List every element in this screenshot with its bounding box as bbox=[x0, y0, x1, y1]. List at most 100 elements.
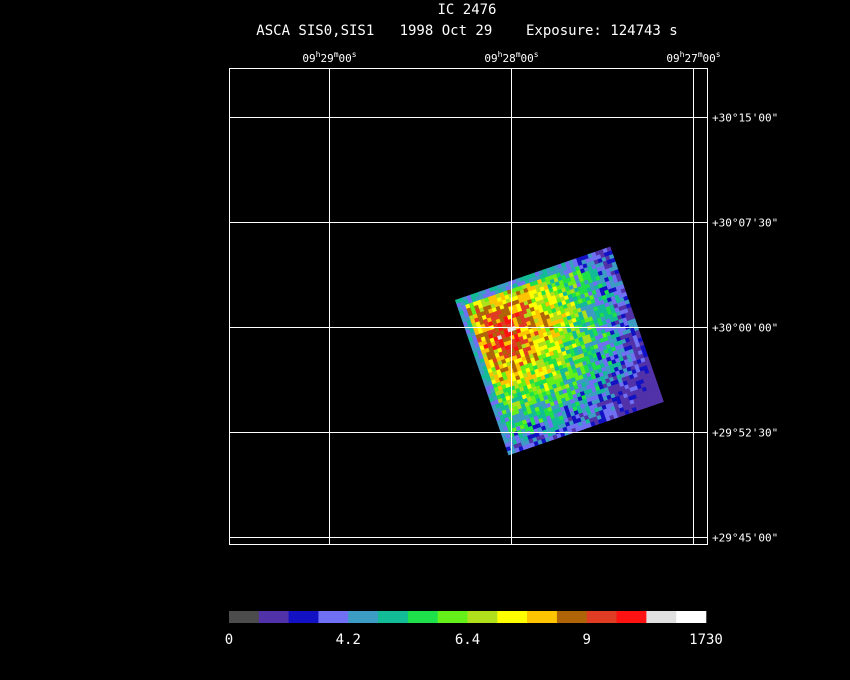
image-pixel bbox=[563, 392, 569, 398]
image-pixel bbox=[545, 364, 551, 371]
image-pixel bbox=[558, 389, 564, 396]
image-pixel bbox=[615, 298, 622, 304]
image-pixel bbox=[526, 320, 532, 327]
image-pixel bbox=[523, 363, 530, 370]
image-pixel bbox=[650, 387, 657, 394]
colorbar-swatch bbox=[288, 611, 319, 623]
image-pixel bbox=[603, 336, 609, 342]
image-pixel bbox=[553, 290, 560, 296]
image-pixel bbox=[484, 322, 490, 328]
image-pixel bbox=[533, 330, 540, 337]
image-pixel bbox=[607, 347, 613, 354]
image-pixel bbox=[517, 357, 524, 363]
image-pixel bbox=[603, 374, 610, 380]
image-pixel bbox=[596, 317, 603, 323]
image-pixel bbox=[543, 285, 549, 291]
image-pixel bbox=[477, 303, 484, 309]
image-pixel bbox=[597, 283, 604, 289]
image-pixel bbox=[602, 408, 609, 414]
image-pixel bbox=[583, 389, 590, 396]
image-pixel bbox=[622, 393, 629, 399]
image-pixel bbox=[587, 303, 594, 310]
image-pixel bbox=[609, 317, 615, 323]
image-pixel bbox=[535, 410, 542, 416]
image-pixel bbox=[544, 360, 550, 367]
image-pixel bbox=[458, 309, 465, 316]
image-pixel bbox=[588, 328, 594, 335]
image-pixel bbox=[520, 292, 527, 299]
image-pixel bbox=[544, 386, 550, 392]
image-pixel bbox=[604, 412, 610, 418]
image-pixel bbox=[552, 434, 558, 440]
image-pixel bbox=[567, 268, 573, 274]
image-pixel bbox=[604, 365, 611, 371]
image-pixel bbox=[555, 382, 562, 388]
image-pixel bbox=[525, 295, 532, 301]
image-pixel bbox=[636, 371, 643, 377]
image-pixel bbox=[600, 316, 607, 322]
image-pixel bbox=[535, 359, 541, 366]
image-pixel bbox=[521, 419, 528, 425]
image-pixel bbox=[564, 396, 571, 402]
image-pixel bbox=[605, 268, 611, 274]
image-pixel bbox=[610, 321, 617, 327]
image-pixel bbox=[657, 394, 663, 400]
image-pixel bbox=[631, 318, 637, 324]
image-pixel bbox=[614, 345, 621, 351]
image-pixel bbox=[488, 358, 494, 365]
image-pixel bbox=[600, 400, 606, 407]
image-pixel bbox=[616, 386, 622, 393]
image-pixel bbox=[599, 337, 606, 344]
image-pixel bbox=[518, 335, 525, 342]
image-pixel bbox=[503, 391, 510, 398]
image-pixel bbox=[583, 414, 590, 421]
image-pixel bbox=[613, 316, 619, 322]
image-pixel bbox=[611, 261, 617, 268]
image-pixel bbox=[596, 402, 602, 408]
image-pixel bbox=[588, 379, 595, 385]
image-pixel bbox=[627, 307, 633, 313]
image-pixel bbox=[595, 288, 601, 294]
image-pixel bbox=[626, 366, 632, 372]
image-pixel bbox=[618, 280, 624, 287]
image-pixel bbox=[491, 294, 498, 300]
image-pixel bbox=[504, 319, 511, 326]
image-pixel bbox=[650, 375, 657, 381]
image-pixel bbox=[572, 258, 578, 264]
image-pixel bbox=[625, 315, 632, 322]
image-pixel bbox=[628, 336, 635, 342]
image-pixel bbox=[506, 301, 513, 308]
image-pixel bbox=[640, 344, 646, 351]
image-pixel bbox=[627, 344, 633, 351]
image-pixel bbox=[631, 368, 637, 375]
image-pixel bbox=[580, 416, 586, 422]
image-pixel bbox=[493, 386, 500, 393]
image-pixel bbox=[493, 348, 499, 355]
ra-label-part: 09 bbox=[484, 52, 497, 65]
image-pixel bbox=[503, 315, 509, 322]
image-pixel bbox=[562, 329, 569, 335]
image-pixel bbox=[582, 275, 589, 282]
image-pixel bbox=[516, 341, 522, 347]
image-pixel bbox=[511, 338, 517, 344]
image-pixel bbox=[554, 281, 561, 287]
image-pixel bbox=[515, 400, 521, 406]
image-pixel bbox=[602, 395, 609, 402]
image-pixel bbox=[589, 370, 596, 377]
image-pixel bbox=[479, 370, 486, 376]
image-pixel bbox=[570, 313, 576, 320]
image-pixel bbox=[639, 391, 645, 398]
image-pixel bbox=[589, 345, 596, 351]
image-pixel bbox=[608, 389, 615, 395]
image-pixel bbox=[535, 397, 542, 404]
image-pixel bbox=[486, 304, 493, 311]
image-pixel bbox=[495, 305, 502, 312]
image-pixel bbox=[573, 287, 580, 293]
image-pixel bbox=[482, 352, 488, 359]
image-pixel bbox=[609, 414, 615, 421]
image-pixel bbox=[569, 398, 576, 405]
image-pixel bbox=[536, 338, 542, 344]
image-pixel bbox=[579, 365, 586, 372]
image-pixel bbox=[612, 362, 618, 369]
image-pixel bbox=[636, 358, 642, 365]
